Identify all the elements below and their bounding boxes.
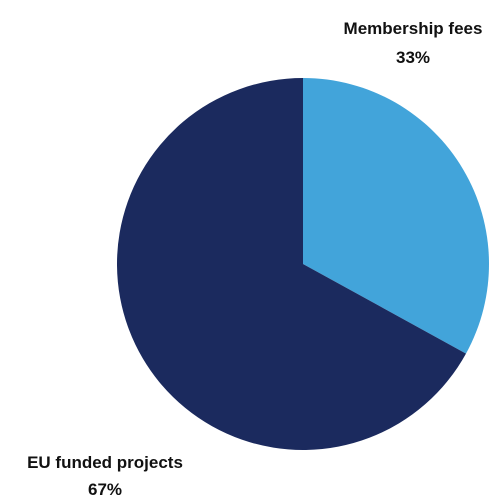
slice-value-membership-fees: 33%	[396, 48, 430, 67]
pie-slice-eu-funded-projects	[116, 78, 466, 450]
pie-slice-membership-fees	[303, 78, 489, 354]
pie-slices	[116, 78, 489, 450]
slice-value-eu-funded-projects: 67%	[88, 480, 122, 496]
slice-label-eu-funded-projects: EU funded projects	[27, 453, 183, 472]
slice-label-membership-fees: Membership fees	[344, 19, 483, 38]
